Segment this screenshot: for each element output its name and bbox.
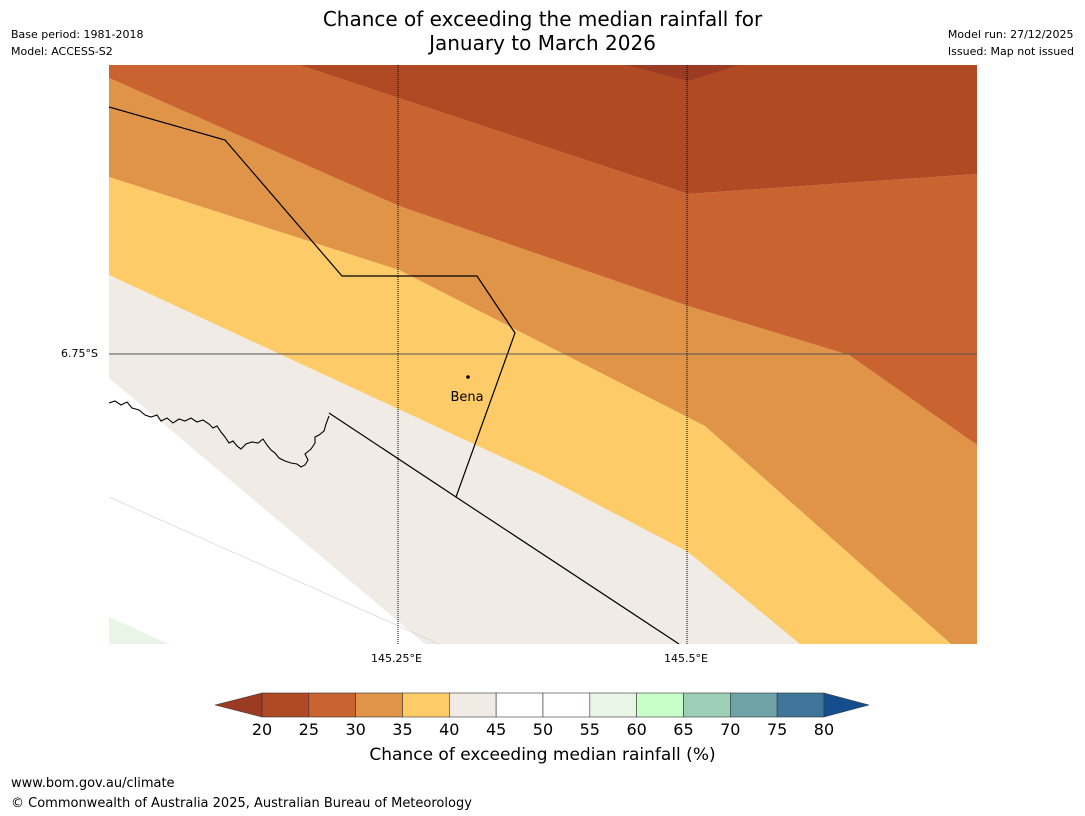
colorbar [215, 692, 870, 718]
colorbar-tick-label: 35 [392, 720, 413, 739]
colorbar-tick-label: 30 [345, 720, 366, 739]
colorbar-cell [589, 692, 637, 718]
rainfall-map[interactable]: Bena [109, 65, 977, 644]
base-period: Base period: 1981-2018 [11, 28, 144, 41]
colorbar-tick-label: 70 [720, 720, 741, 739]
colorbar-cell [308, 692, 356, 718]
colorbar-over-arrow [823, 692, 870, 718]
meta-left: Base period: 1981-2018 Model: ACCESS-S2 [11, 26, 143, 60]
lat-label: 6.75°S [61, 347, 98, 360]
issued-status: Issued: Map not issued [947, 45, 1074, 58]
colorbar-cell [542, 692, 591, 718]
colorbar-cell [636, 692, 684, 718]
province-boundary-south [328, 412, 457, 498]
band-35-40 [109, 177, 951, 644]
colorbar-tick-label: 65 [673, 720, 694, 739]
colorbar-under-arrow [215, 692, 263, 718]
colorbar-cell [729, 692, 778, 718]
model-name: Model: ACCESS-S2 [11, 45, 113, 58]
colorbar-tick-label: 75 [766, 720, 788, 739]
coastline [109, 400, 330, 468]
colorbar-tick-label: 80 [813, 720, 835, 739]
colorbar-tick-label: 55 [579, 720, 600, 739]
colorbar-cell [402, 692, 450, 718]
model-run: Model run: 27/12/2025 [947, 28, 1074, 41]
map-title-line1: Chance of exceeding the median rainfall … [322, 7, 763, 31]
colorbar-title: Chance of exceeding median rainfall (%) [369, 745, 716, 765]
colorbar-tick-label: 60 [626, 720, 647, 739]
colorbar-tick-label: 50 [532, 720, 554, 739]
colorbar-tick-label: 25 [298, 720, 319, 739]
band-20-25 [299, 65, 977, 194]
band-25-30 [109, 65, 977, 445]
colorbar-cell [683, 692, 731, 718]
bena-label: Bena [450, 390, 483, 405]
colorbar-cell [261, 692, 310, 718]
colorbar-tick-label: 45 [485, 720, 507, 739]
bena-marker [466, 375, 470, 379]
band-lt20 [627, 65, 739, 81]
band-40-45 [109, 275, 800, 644]
faint-contour [109, 496, 440, 644]
band-30-35 [109, 78, 977, 644]
colorbar-cell [495, 692, 544, 718]
lon-label-145-25: 145.25°E [371, 652, 422, 665]
map-title: Chance of exceeding the median rainfall … [0, 7, 1085, 55]
colorbar-cell [449, 692, 497, 718]
footer-copyright: © Commonwealth of Australia 2025, Austra… [11, 796, 472, 811]
band-55-60 [109, 617, 169, 644]
colorbar-tick-label: 40 [439, 720, 460, 739]
colorbar-cell [355, 692, 403, 718]
meta-right: Model run: 27/12/2025 Issued: Map not is… [948, 26, 1074, 60]
map-title-line2: January to March 2026 [429, 31, 656, 55]
lon-label-145-5: 145.5°E [664, 652, 708, 665]
footer-url[interactable]: www.bom.gov.au/climate [11, 776, 175, 791]
colorbar-tick-label: 20 [251, 720, 273, 739]
colorbar-cell [776, 692, 825, 718]
